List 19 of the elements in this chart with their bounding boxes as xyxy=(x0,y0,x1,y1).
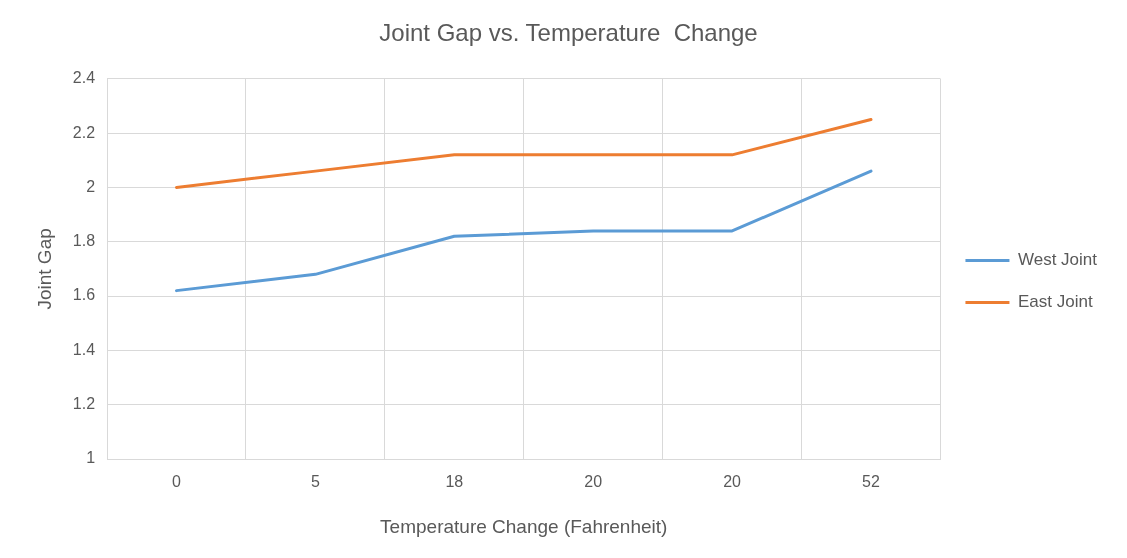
y-tick-label: 2.2 xyxy=(72,123,96,141)
x-tick-label: 0 xyxy=(172,473,182,491)
x-axis-title: Temperature Change (Fahrenheit) xyxy=(380,515,668,537)
y-tick-label: 2 xyxy=(86,177,96,195)
y-tick-label: 1.4 xyxy=(72,340,96,358)
y-axis-title: Joint Gap xyxy=(33,228,55,310)
y-tick-label: 1.2 xyxy=(72,395,96,413)
x-tick-label: 18 xyxy=(445,473,464,491)
x-tick-label: 52 xyxy=(862,473,880,491)
y-tick-label: 2.4 xyxy=(72,69,96,87)
y-tick-label: 1 xyxy=(86,449,96,467)
legend-label: West Joint xyxy=(1017,250,1098,270)
x-tick-label: 5 xyxy=(310,473,320,491)
x-tick-label: 20 xyxy=(723,473,742,491)
x-tick-label: 20 xyxy=(584,473,603,491)
chart-title: Joint Gap vs. Temperature Change xyxy=(379,19,758,47)
legend-label: East Joint xyxy=(1017,292,1093,312)
y-tick-label: 1.8 xyxy=(72,232,96,250)
y-tick-label: 1.6 xyxy=(72,286,96,304)
